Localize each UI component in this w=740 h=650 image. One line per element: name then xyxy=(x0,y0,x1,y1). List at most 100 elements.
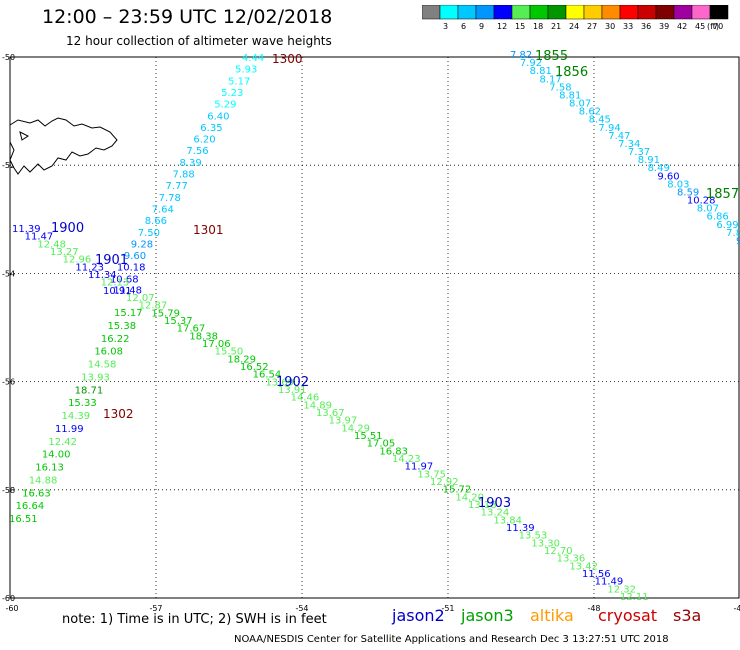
legend-label: 12 xyxy=(497,22,508,31)
satellite-cryosat: cryosat xyxy=(598,606,658,625)
swh-value: 11.23 xyxy=(75,262,104,273)
legend-label: 15 xyxy=(515,22,526,31)
swh-value: 12.48 xyxy=(37,239,66,250)
satellite-altika: altika xyxy=(530,606,574,625)
lat-label: -56 xyxy=(2,378,15,387)
swh-value: 12.07 xyxy=(126,293,155,304)
swh-value: 8.45 xyxy=(589,115,611,126)
swh-value: 8.81 xyxy=(559,90,581,101)
swh-value: 12.42 xyxy=(48,437,77,448)
legend-swatch xyxy=(709,5,729,20)
swh-value: 7.92 xyxy=(520,58,542,69)
swh-value: 6.86 xyxy=(707,212,729,223)
swh-value: 13.67 xyxy=(316,408,345,419)
swh-value: 7.94 xyxy=(598,123,620,134)
legend-unit: (ft) xyxy=(707,22,720,31)
legend-label: 45 xyxy=(695,22,706,31)
swh-value: 7.88 xyxy=(173,170,195,181)
swh-value: 5.93 xyxy=(235,65,257,76)
legend-label: 24 xyxy=(569,22,580,31)
swh-value: 13.18 xyxy=(468,500,497,511)
legend-label: 70 xyxy=(713,22,724,31)
swh-value: 12.70 xyxy=(544,546,573,557)
swh-value: 14.29 xyxy=(341,423,370,434)
swh-value: 14.46 xyxy=(291,393,320,404)
swh-value: 9.28 xyxy=(131,239,153,250)
page-subtitle: 12 hour collection of altimeter wave hei… xyxy=(66,34,332,48)
swh-value: 14.00 xyxy=(42,450,71,461)
swh-value: 15.72 xyxy=(443,485,472,496)
swh-value: 12.96 xyxy=(63,255,92,266)
swh-value: 11.34 xyxy=(88,270,117,281)
swh-value: 13.84 xyxy=(493,515,522,526)
swh-value: 9 xyxy=(736,236,740,247)
lon-label: -60 xyxy=(5,604,18,613)
swh-value: 12.11 xyxy=(620,592,649,603)
swh-value: 11.39 xyxy=(12,224,41,235)
swh-value: 15.51 xyxy=(354,431,383,442)
legend-label: 21 xyxy=(551,22,562,31)
swh-value: 13.97 xyxy=(329,416,358,427)
swh-value: 8.81 xyxy=(530,66,552,77)
swh-value: 6.20 xyxy=(193,135,215,146)
legend-label: 9 xyxy=(479,22,485,31)
swh-value: 15.79 xyxy=(151,308,180,319)
swh-value: 13.36 xyxy=(557,554,586,565)
credit-line: NOAA/NESDIS Center for Satellite Applica… xyxy=(234,634,669,645)
swh-value: 13.53 xyxy=(519,531,548,542)
swh-value: 12.87 xyxy=(139,301,168,312)
swh-value: 7.47 xyxy=(608,131,630,142)
swh-value: 7.34 xyxy=(618,139,640,150)
lon-label: -57 xyxy=(149,604,162,613)
swh-value: 8.03 xyxy=(667,179,689,190)
swh-value: 14.39 xyxy=(62,411,91,422)
swh-value: 11.97 xyxy=(405,462,434,473)
track-time-label: 1903 xyxy=(478,496,511,511)
swh-value: 7.77 xyxy=(166,181,188,192)
swh-value: 7.58 xyxy=(549,82,571,93)
track-time-label: 1302 xyxy=(103,407,134,421)
legend-label: 6 xyxy=(461,22,467,31)
legend-label: 27 xyxy=(587,22,598,31)
swh-value: 10.18 xyxy=(117,263,146,274)
swh-value: 13.27 xyxy=(50,247,79,258)
swh-value: 13.91 xyxy=(278,385,307,396)
swh-value: 7.50 xyxy=(138,228,160,239)
swh-value: 8.17 xyxy=(539,74,561,85)
swh-value: 18.38 xyxy=(189,331,218,342)
legend-label: 42 xyxy=(677,22,688,31)
swh-value: 8.66 xyxy=(145,216,167,227)
swh-value: 11.49 xyxy=(595,577,624,588)
swh-value: 8.07 xyxy=(697,204,719,215)
swh-value: 15.38 xyxy=(107,321,136,332)
swh-value: 13.75 xyxy=(417,469,446,480)
swh-value: 12.13 xyxy=(101,278,130,289)
swh-value: 4.44 xyxy=(242,53,264,64)
swh-value: 10.28 xyxy=(687,196,716,207)
swh-value: 15.33 xyxy=(68,398,97,409)
swh-value: 9.60 xyxy=(657,171,679,182)
swh-value: 7.56 xyxy=(186,146,208,157)
legend-label: 36 xyxy=(641,22,652,31)
lat-label: -50 xyxy=(2,53,15,62)
swh-value: 13.30 xyxy=(531,538,560,549)
lon-label: -48 xyxy=(587,604,600,613)
track-time-label: 1900 xyxy=(51,221,84,236)
swh-value: 11.39 xyxy=(506,523,535,534)
swh-value: 14.23 xyxy=(392,454,421,465)
track-time-label: 1301 xyxy=(193,223,224,237)
swh-value: 13.42 xyxy=(569,561,598,572)
swh-value: 7.78 xyxy=(159,193,181,204)
swh-value: 8.91 xyxy=(638,155,660,166)
falkland-islands-coastline xyxy=(9,117,118,175)
swh-value: 16.83 xyxy=(379,446,408,457)
swh-value: 17.05 xyxy=(367,439,396,450)
swh-value: 14.58 xyxy=(88,360,117,371)
swh-value: 8.07 xyxy=(569,99,591,110)
legend-label: 18 xyxy=(533,22,544,31)
swh-value: 14.88 xyxy=(29,475,58,486)
swh-value: 11.48 xyxy=(113,285,142,296)
swh-value: 8.62 xyxy=(579,107,601,118)
swh-value: 11.56 xyxy=(582,569,611,580)
